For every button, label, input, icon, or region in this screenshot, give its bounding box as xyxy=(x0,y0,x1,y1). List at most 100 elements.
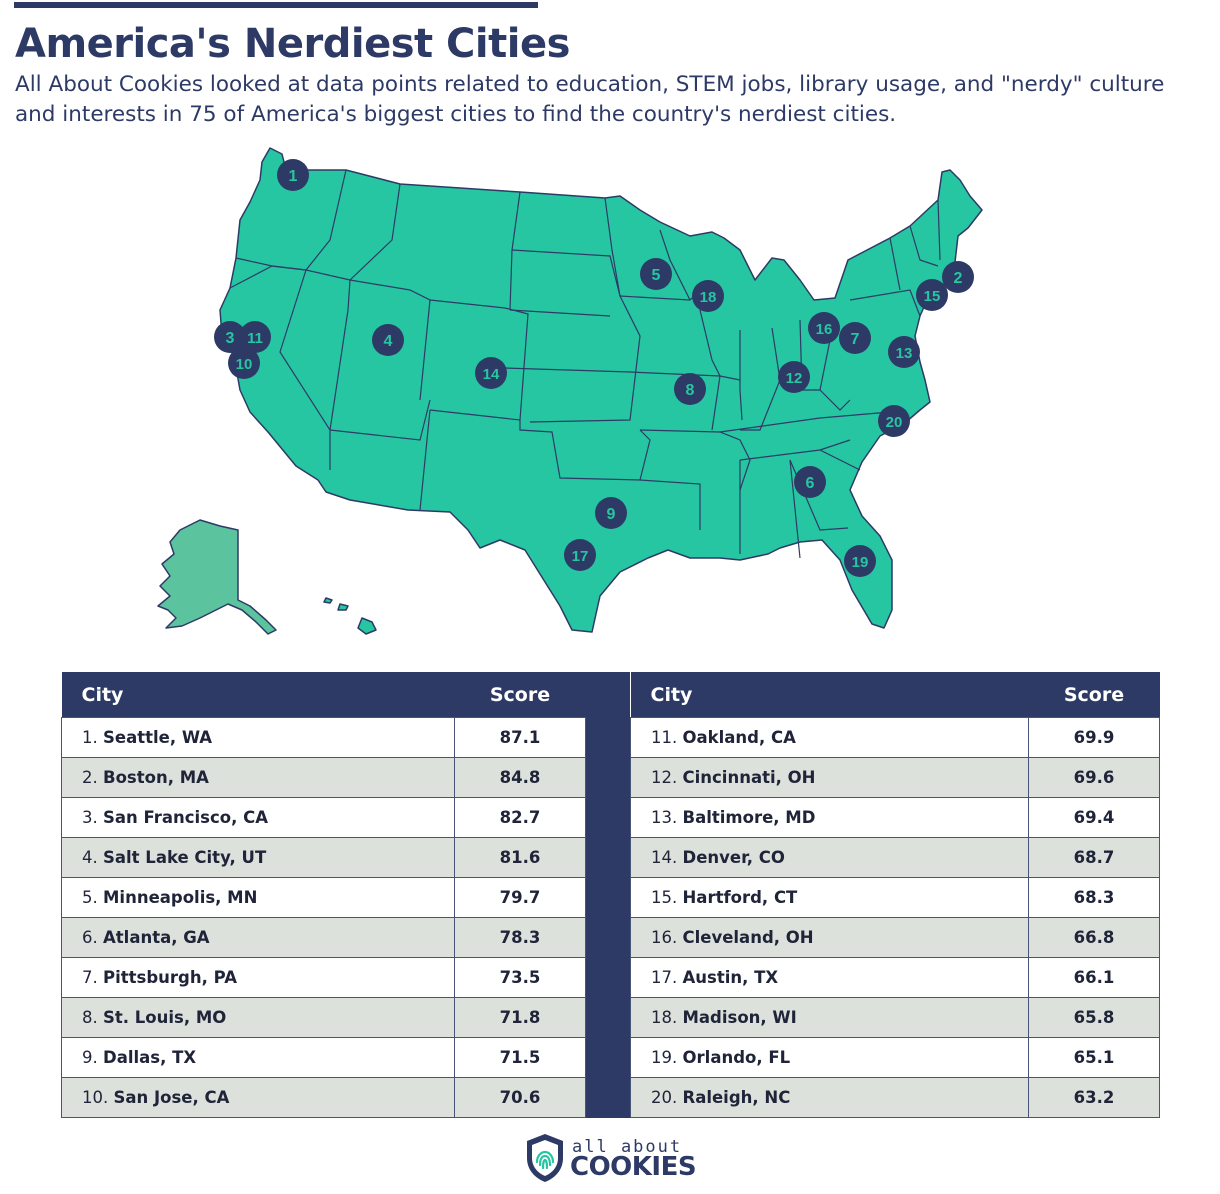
marker-label: 16 xyxy=(816,321,833,338)
marker-14[interactable]: 14 xyxy=(475,357,507,389)
marker-label: 20 xyxy=(886,414,903,431)
rank-number: 9. xyxy=(82,1048,98,1067)
marker-label: 14 xyxy=(483,366,500,383)
score-value: 68.3 xyxy=(1028,877,1160,918)
table-divider xyxy=(586,672,630,1118)
column-header-city: City xyxy=(630,672,1029,718)
marker-5[interactable]: 5 xyxy=(640,258,672,290)
score-value: 69.4 xyxy=(1028,797,1160,838)
rank-number: 1. xyxy=(82,728,98,747)
city-name: Madison, WI xyxy=(682,1008,797,1027)
score-value: 87.1 xyxy=(454,717,586,758)
contiguous-us-shape xyxy=(219,147,983,633)
rank-number: 10. xyxy=(82,1088,109,1107)
marker-7[interactable]: 7 xyxy=(839,322,871,354)
score-value: 79.7 xyxy=(454,877,586,918)
city-name: Cleveland, OH xyxy=(682,928,814,947)
table-row: 18. Madison, WI 65.8 xyxy=(630,997,1160,1038)
score-value: 70.6 xyxy=(454,1077,586,1118)
city-name: Salt Lake City, UT xyxy=(103,848,267,867)
table-row: 1. Seattle, WA 87.1 xyxy=(61,717,586,758)
city-name: Seattle, WA xyxy=(103,728,213,747)
city-name: Austin, TX xyxy=(682,968,779,987)
table-row: 11. Oakland, CA 69.9 xyxy=(630,717,1160,758)
marker-11[interactable]: 11 xyxy=(239,321,271,353)
table-row: 19. Orlando, FL 65.1 xyxy=(630,1037,1160,1078)
score-value: 71.8 xyxy=(454,997,586,1038)
score-value: 69.9 xyxy=(1028,717,1160,758)
city-name: St. Louis, MO xyxy=(103,1008,227,1027)
rank-number: 19. xyxy=(651,1048,678,1067)
city-name: Dallas, TX xyxy=(103,1048,197,1067)
hawaii-shape xyxy=(357,617,377,635)
score-value: 71.5 xyxy=(454,1037,586,1078)
score-value: 69.6 xyxy=(1028,757,1160,798)
table-row: 12. Cincinnati, OH 69.6 xyxy=(630,757,1160,798)
marker-8[interactable]: 8 xyxy=(674,373,706,405)
table-row: 14. Denver, CO 68.7 xyxy=(630,837,1160,878)
shield-fingerprint-icon xyxy=(527,1134,563,1182)
marker-3[interactable]: 3 xyxy=(214,321,246,353)
score-value: 65.8 xyxy=(1028,997,1160,1038)
rank-number: 17. xyxy=(651,968,678,987)
city-name: Raleigh, NC xyxy=(682,1088,791,1107)
marker-label: 7 xyxy=(851,331,860,348)
table-row: 6. Atlanta, GA 78.3 xyxy=(61,917,586,958)
marker-19[interactable]: 19 xyxy=(844,545,876,577)
city-name: Boston, MA xyxy=(103,768,209,787)
marker-18[interactable]: 18 xyxy=(692,280,724,312)
rank-number: 14. xyxy=(651,848,678,867)
table-row: 13. Baltimore, MD 69.4 xyxy=(630,797,1160,838)
table-row: 16. Cleveland, OH 66.8 xyxy=(630,917,1160,958)
city-name: Atlanta, GA xyxy=(103,928,210,947)
score-value: 68.7 xyxy=(1028,837,1160,878)
rank-number: 2. xyxy=(82,768,98,787)
marker-9[interactable]: 9 xyxy=(595,497,627,529)
marker-17[interactable]: 17 xyxy=(564,539,596,571)
score-value: 81.6 xyxy=(454,837,586,878)
marker-label: 11 xyxy=(247,330,263,347)
rank-number: 13. xyxy=(651,808,678,827)
table-row: 20. Raleigh, NC 63.2 xyxy=(630,1077,1160,1118)
table-row: 5. Minneapolis, MN 79.7 xyxy=(61,877,586,918)
city-name: Orlando, FL xyxy=(682,1048,791,1067)
marker-label: 18 xyxy=(700,289,717,306)
table-header-row: City Score xyxy=(630,672,1160,718)
score-value: 66.1 xyxy=(1028,957,1160,998)
score-value: 63.2 xyxy=(1028,1077,1160,1118)
city-name: Baltimore, MD xyxy=(682,808,816,827)
rank-number: 16. xyxy=(651,928,678,947)
score-value: 66.8 xyxy=(1028,917,1160,958)
page-title: America's Nerdiest Cities xyxy=(15,21,570,67)
marker-label: 9 xyxy=(607,506,616,523)
city-name: Pittsburgh, PA xyxy=(103,968,237,987)
marker-label: 17 xyxy=(572,548,589,565)
marker-13[interactable]: 13 xyxy=(888,336,920,368)
page-subtitle: All About Cookies looked at data points … xyxy=(15,72,1165,127)
marker-6[interactable]: 6 xyxy=(794,466,826,498)
marker-label: 5 xyxy=(652,267,661,284)
marker-1[interactable]: 1 xyxy=(277,159,309,191)
marker-label: 12 xyxy=(786,370,803,387)
rank-number: 3. xyxy=(82,808,98,827)
column-header-score: Score xyxy=(454,672,586,718)
marker-10[interactable]: 10 xyxy=(228,347,260,379)
marker-20[interactable]: 20 xyxy=(878,405,910,437)
table-row: 3. San Francisco, CA 82.7 xyxy=(61,797,586,838)
city-name: Cincinnati, OH xyxy=(682,768,816,787)
marker-2[interactable]: 2 xyxy=(942,261,974,293)
column-header-city: City xyxy=(61,672,455,718)
marker-15[interactable]: 15 xyxy=(916,279,948,311)
marker-16[interactable]: 16 xyxy=(808,312,840,344)
marker-label: 4 xyxy=(384,333,393,350)
table-row: 8. St. Louis, MO 71.8 xyxy=(61,997,586,1038)
table-row: 17. Austin, TX 66.1 xyxy=(630,957,1160,998)
marker-label: 6 xyxy=(806,475,815,492)
marker-12[interactable]: 12 xyxy=(778,361,810,393)
marker-4[interactable]: 4 xyxy=(372,324,404,356)
city-name: Hartford, CT xyxy=(682,888,798,907)
table-row: 15. Hartford, CT 68.3 xyxy=(630,877,1160,918)
alaska-shape xyxy=(157,519,277,635)
table-row: 10. San Jose, CA 70.6 xyxy=(61,1077,586,1118)
us-map: 1 2 3 4 5 6 7 8 9 10 11 12 13 14 15 16 1… xyxy=(157,147,983,635)
